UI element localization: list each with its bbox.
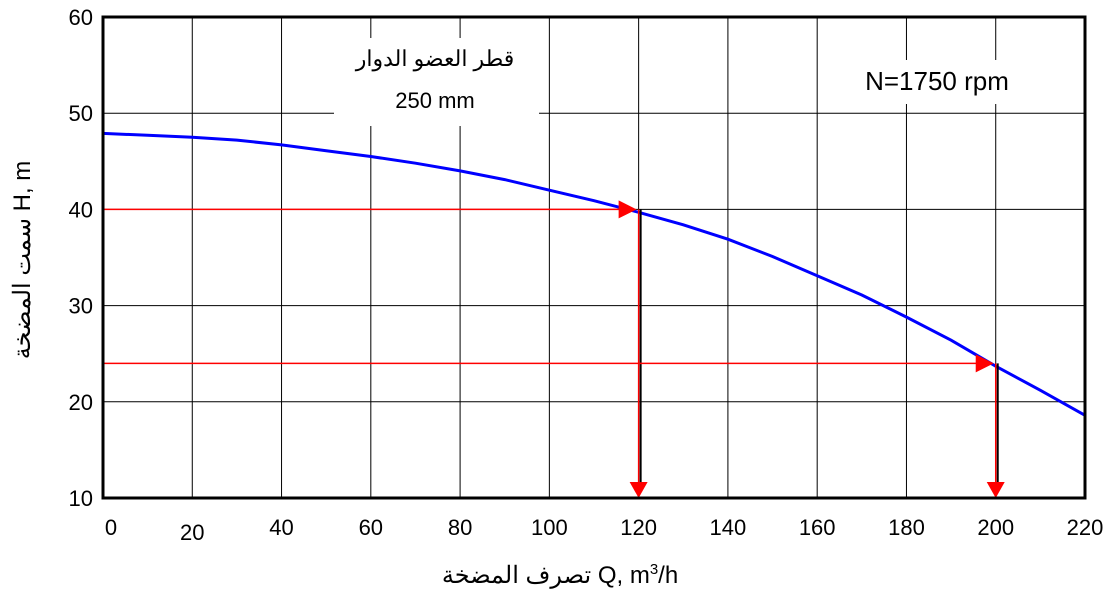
- x-tick-label: 60: [359, 515, 383, 540]
- x-tick-label: 220: [1067, 515, 1104, 540]
- x-tick-label: 100: [531, 515, 568, 540]
- marker-down-arrow: [986, 482, 1005, 498]
- x-tick-label: 120: [620, 515, 657, 540]
- x-axis-label-arabic: تصرف المضخة: [442, 562, 591, 589]
- x-axis-label-sup: 3: [650, 561, 658, 578]
- marker-right-arrow: [975, 354, 994, 373]
- y-tick-label: 20: [69, 390, 93, 415]
- x-tick-label: 160: [799, 515, 836, 540]
- x-tick-label: 180: [888, 515, 925, 540]
- marker-layer: [103, 200, 1005, 498]
- x-tick-label: 200: [977, 515, 1014, 540]
- marker-down-arrow: [629, 482, 648, 498]
- x-tick-label: 140: [710, 515, 747, 540]
- impeller-label-background: [334, 38, 539, 126]
- x-tick-labels: 0 20 40 60 80 100 120 140 160 180 200 220: [105, 515, 1103, 545]
- y-axis-label-arabic: سمت المضخة: [9, 218, 36, 359]
- x-axis-label-tail: /h: [658, 562, 678, 589]
- y-tick-label: 40: [69, 197, 93, 222]
- y-tick-labels: 10 20 30 40 50 60: [69, 5, 93, 511]
- pump-curve-line: [102, 131, 1086, 417]
- x-tick-label: 20: [180, 520, 204, 545]
- marker-right-arrow: [618, 200, 637, 219]
- x-axis-label-units: Q, m: [598, 562, 650, 589]
- impeller-label: قطر العضو الدوار: [355, 46, 515, 72]
- label-backgrounds: [334, 38, 1043, 126]
- x-tick-label: 0: [105, 515, 117, 540]
- y-tick-label: 30: [69, 294, 93, 319]
- x-tick-label: 80: [448, 515, 472, 540]
- impeller-diameter: 250 mm: [395, 88, 474, 113]
- y-tick-label: 10: [69, 486, 93, 511]
- series-layer: [102, 131, 1086, 417]
- y-tick-label: 60: [69, 5, 93, 30]
- y-axis-label-units: H, m: [9, 161, 36, 212]
- y-axis-label: سمت المضخة H, m: [9, 161, 36, 360]
- y-tick-label: 50: [69, 101, 93, 126]
- plot-frame: [101, 15, 1087, 500]
- speed-label-background: [833, 60, 1043, 104]
- x-axis-label: تصرف المضخة Q, m3/h: [442, 561, 678, 589]
- speed-label: N=1750 rpm: [865, 66, 1009, 96]
- x-tick-label: 40: [269, 515, 293, 540]
